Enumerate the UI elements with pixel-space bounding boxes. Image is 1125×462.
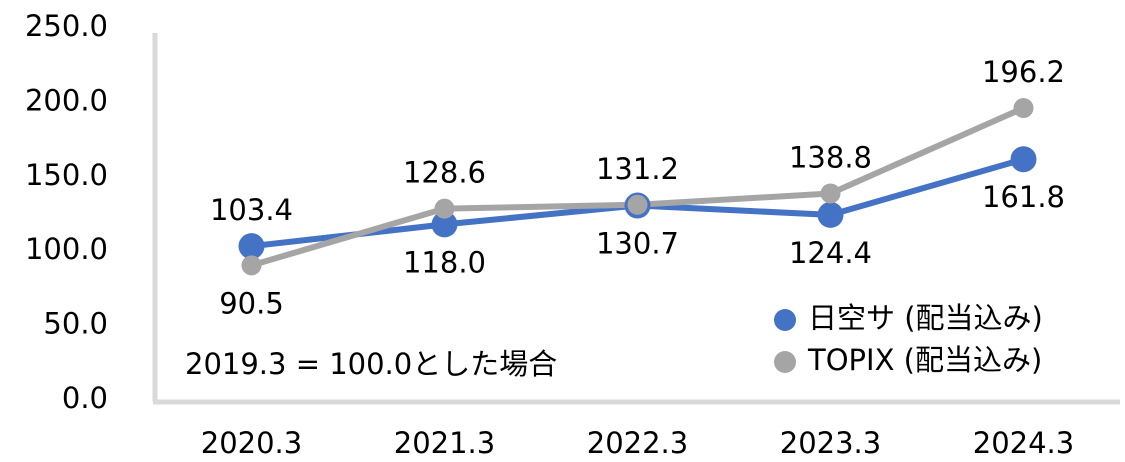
y-tick-label: 50.0 [43, 307, 108, 341]
data-label: 130.7 [596, 227, 679, 261]
marker [627, 194, 648, 215]
data-label: 138.8 [789, 140, 872, 174]
y-tick-label: 100.0 [25, 232, 108, 266]
marker [1013, 98, 1034, 119]
data-label: 131.2 [596, 152, 679, 186]
data-label: 196.2 [982, 55, 1065, 89]
marker [434, 198, 455, 219]
marker [238, 233, 265, 260]
legend-marker [774, 351, 796, 373]
legend-marker [774, 309, 796, 331]
data-label: 128.6 [403, 156, 486, 190]
y-tick-label: 250.0 [25, 9, 108, 43]
annotation: 2019.3 = 100.0とした場合 [185, 347, 557, 381]
x-tick-label: 2020.3 [201, 426, 302, 460]
marker [431, 211, 458, 238]
x-tick-label: 2023.3 [780, 426, 881, 460]
y-tick-label: 150.0 [25, 158, 108, 192]
marker [241, 255, 262, 276]
marker [1010, 146, 1037, 173]
legend-label: 日空サ (配当込み) [808, 301, 1043, 335]
x-tick-label: 2021.3 [394, 426, 495, 460]
data-label: 161.8 [982, 180, 1065, 214]
data-label: 124.4 [789, 236, 872, 270]
y-tick-label: 0.0 [62, 381, 108, 415]
data-label: 103.4 [210, 193, 293, 227]
x-tick-label: 2022.3 [587, 426, 688, 460]
data-label: 118.0 [403, 245, 486, 279]
y-tick-label: 200.0 [25, 83, 108, 117]
data-label: 90.5 [219, 286, 284, 320]
x-tick-label: 2024.3 [973, 426, 1074, 460]
marker [820, 183, 841, 204]
legend-label: TOPIX (配当込み) [807, 343, 1042, 377]
marker [817, 201, 844, 228]
